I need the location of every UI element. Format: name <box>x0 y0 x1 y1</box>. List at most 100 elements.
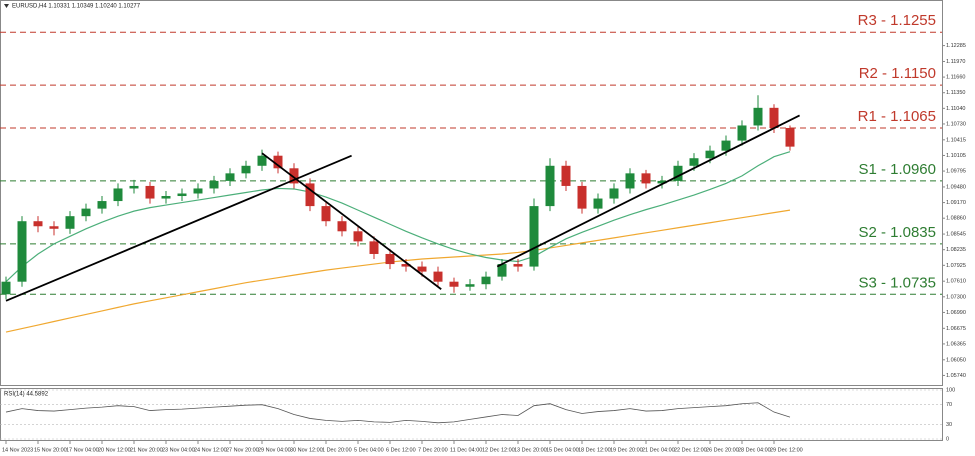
candle-body <box>97 201 107 209</box>
candle-body <box>481 276 491 285</box>
candle-body <box>257 155 267 166</box>
candle-body <box>593 198 603 209</box>
rsi-line <box>5 402 791 424</box>
candle-body <box>225 173 235 181</box>
y-tick-label: 1.06050 <box>946 357 966 363</box>
y-tick-label: 1.06990 <box>946 310 966 316</box>
candle-body <box>785 127 795 147</box>
x-tick-label: 23 Nov 04:00 <box>162 447 195 453</box>
candle-body <box>161 196 171 199</box>
y-tick-label: 1.09170 <box>946 200 966 206</box>
y-tick-label: 1.09480 <box>946 184 966 190</box>
x-tick-label: 20 Nov 12:00 <box>98 447 131 453</box>
rsi-tick-label: 30 <box>946 422 952 428</box>
x-tick-label: 21 Dec 04:00 <box>642 447 675 453</box>
candle-body <box>305 183 315 207</box>
candle-body <box>529 206 539 267</box>
rsi-tick-label: 0 <box>946 436 949 442</box>
candle-body <box>65 216 75 229</box>
x-tick-label: 14 Nov 2023 <box>2 447 33 453</box>
candle-body <box>1 281 11 295</box>
y-tick-label: 1.12285 <box>946 43 966 49</box>
candle-body <box>273 155 283 169</box>
x-tick-label: 26 Dec 20:00 <box>706 447 739 453</box>
candle-body <box>641 173 651 184</box>
y-tick-label: 1.08545 <box>946 232 966 238</box>
y-tick-label: 1.05740 <box>946 373 966 379</box>
candle-body <box>753 107 763 126</box>
candle-body <box>769 107 779 128</box>
x-tick-label: 15 Dec 04:00 <box>546 447 579 453</box>
trend-line <box>261 152 442 290</box>
y-tick-label: 1.07300 <box>946 294 966 300</box>
rsi-panel <box>0 388 943 441</box>
x-tick-label: 29 Dec 12:00 <box>770 447 803 453</box>
candle-body <box>673 165 683 181</box>
y-tick-label: 1.07925 <box>946 263 966 269</box>
candle-body <box>81 208 91 217</box>
level-label: R1 - 1.1065 <box>858 108 936 125</box>
x-tick-label: 13 Dec 20:00 <box>514 447 547 453</box>
candle-body <box>385 253 395 265</box>
candle-body <box>449 281 459 287</box>
x-tick-label: 17 Nov 04:00 <box>66 447 99 453</box>
candle-body <box>177 193 187 197</box>
candle-body <box>497 264 507 277</box>
x-tick-label: 28 Dec 04:00 <box>738 447 771 453</box>
level-label: S2 - 1.0835 <box>858 224 936 241</box>
x-tick-label: 7 Dec 20:00 <box>418 447 448 453</box>
y-tick-label: 1.08860 <box>946 216 966 222</box>
chart-title: EURUSD,H4 1.10331 1.10349 1.10240 1.1027… <box>12 4 141 10</box>
candle-body <box>321 206 331 222</box>
candle-body <box>401 264 411 267</box>
y-tick-label: 1.09795 <box>946 169 966 175</box>
x-tick-label: 11 Dec 04:00 <box>450 447 482 453</box>
x-tick-label: 1 Dec 20:00 <box>322 447 352 453</box>
y-tick-label: 1.10105 <box>946 153 966 159</box>
x-tick-label: 5 Dec 04:00 <box>354 447 384 453</box>
candle-body <box>721 140 731 151</box>
candle-body <box>609 188 619 199</box>
trend-line <box>5 154 352 302</box>
y-tick-label: 1.11970 <box>946 59 965 65</box>
candle-body <box>129 185 139 189</box>
x-tick-label: 29 Nov 04:00 <box>258 447 291 453</box>
x-tick-label: 24 Nov 12:00 <box>194 447 227 453</box>
candle-body <box>33 221 43 227</box>
candle-body <box>145 185 155 199</box>
candle-body <box>289 168 299 184</box>
candle-body <box>737 125 747 141</box>
candle-body <box>433 271 443 282</box>
x-tick-label: 21 Nov 20:00 <box>130 447 163 453</box>
rsi-tick-label: 100 <box>946 387 955 393</box>
y-tick-label: 1.07610 <box>946 279 966 285</box>
y-tick-label: 1.11350 <box>946 90 965 96</box>
level-label: R3 - 1.1255 <box>858 12 936 29</box>
level-label: R2 - 1.1150 <box>859 65 936 82</box>
y-tick-label: 1.11660 <box>946 75 965 81</box>
x-tick-label: 6 Dec 12:00 <box>386 447 416 453</box>
candle-body <box>689 158 699 166</box>
x-tick-label: 12 Dec 12:00 <box>482 447 515 453</box>
candle-body <box>705 150 715 159</box>
candle-body <box>209 180 219 189</box>
x-tick-label: 19 Dec 20:00 <box>610 447 643 453</box>
x-tick-label: 30 Nov 12:00 <box>290 447 323 453</box>
y-tick-label: 1.11040 <box>946 106 965 112</box>
moving-average <box>5 151 791 283</box>
candle-body <box>577 185 587 209</box>
x-tick-label: 18 Dec 12:00 <box>578 447 611 453</box>
plot-layer: 1.05740 1.06050 1.06365 1.06675 1.06990 1.073… <box>0 12 966 453</box>
candle-body <box>193 188 203 194</box>
candle-body <box>513 264 523 267</box>
collapse-icon <box>4 4 9 8</box>
moving-average <box>5 209 791 333</box>
trend-line <box>496 114 801 268</box>
candle-body <box>241 165 251 174</box>
candle-body <box>49 226 59 229</box>
candle-body <box>417 266 427 272</box>
rsi-tick-label: 70 <box>946 402 952 408</box>
y-tick-label: 1.06675 <box>946 326 966 332</box>
rsi-label: RSI(14) 44.5892 <box>4 392 49 398</box>
